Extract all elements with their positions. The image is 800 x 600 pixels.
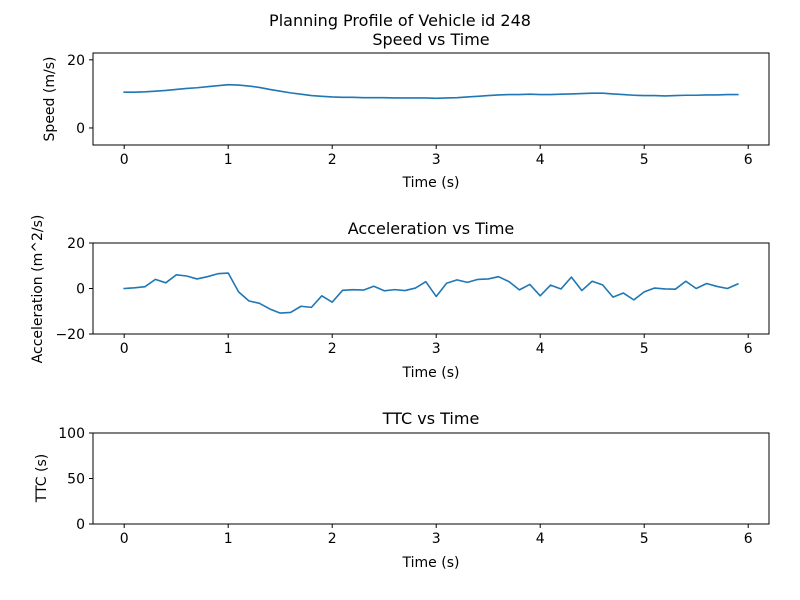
acceleration-ytick-label: −20	[55, 327, 85, 343]
ttc-xtick-label: 0	[120, 531, 129, 547]
ttc-xtick-label: 1	[224, 531, 233, 547]
acceleration-xtick-label: 3	[432, 341, 441, 357]
ttc-plot-frame	[92, 432, 770, 525]
acceleration-ytick-label: 20	[67, 236, 85, 252]
acceleration-panel-ylabel: Acceleration (m^2/s)	[30, 215, 46, 364]
acceleration-xtick-label: 4	[536, 341, 545, 357]
ttc-ytick-label: 0	[76, 517, 85, 533]
ttc-panel-xlabel: Time (s)	[402, 555, 460, 571]
ttc-xtick-label: 6	[744, 531, 753, 547]
ttc-panel-ylabel: TTC (s)	[34, 454, 50, 503]
ttc-ytick-label: 50	[67, 472, 85, 488]
speed-panel-title: Speed vs Time	[372, 30, 489, 49]
acceleration-xtick-label: 6	[744, 341, 753, 357]
acceleration-ytick-label: 0	[76, 282, 85, 298]
speed-xtick-label: 5	[640, 152, 649, 168]
acceleration-xtick-label: 1	[224, 341, 233, 357]
ttc-xtick-label: 4	[536, 531, 545, 547]
ttc-xtick-label: 2	[328, 531, 337, 547]
acceleration-panel-title: Acceleration vs Time	[348, 219, 515, 238]
ttc-xtick-label: 3	[432, 531, 441, 547]
speed-xtick-label: 1	[224, 152, 233, 168]
speed-ytick-label: 20	[67, 53, 85, 69]
speed-plot-frame	[92, 52, 770, 146]
ttc-xtick-label: 5	[640, 531, 649, 547]
acceleration-panel-xlabel: Time (s)	[402, 365, 460, 381]
speed-xtick-label: 0	[120, 152, 129, 168]
figure-suptitle: Planning Profile of Vehicle id 248	[269, 11, 531, 30]
acceleration-panel: Acceleration vs Time Time (s) Accelerati…	[30, 215, 770, 381]
ttc-panel-title: TTC vs Time	[382, 409, 480, 428]
speed-series-line	[123, 83, 739, 100]
speed-ytick-label: 0	[76, 121, 85, 137]
speed-panel-xlabel: Time (s)	[402, 175, 460, 191]
speed-xtick-label: 3	[432, 152, 441, 168]
speed-panel-ylabel: Speed (m/s)	[42, 57, 58, 142]
speed-panel: Speed vs Time Time (s) Speed (m/s) 0 1 2 3 4…	[42, 30, 770, 191]
acceleration-xtick-label: 5	[640, 341, 649, 357]
ttc-ytick-label: 100	[58, 426, 85, 442]
speed-xtick-label: 4	[536, 152, 545, 168]
speed-xtick-label: 6	[744, 152, 753, 168]
speed-xtick-label: 2	[328, 152, 337, 168]
acceleration-xtick-label: 2	[328, 341, 337, 357]
ttc-panel: TTC vs Time Time (s) TTC (s) 0 1 2 3 4 5 6 0 50 1…	[34, 409, 770, 571]
acceleration-xtick-label: 0	[120, 341, 129, 357]
acceleration-series-line	[123, 272, 739, 314]
